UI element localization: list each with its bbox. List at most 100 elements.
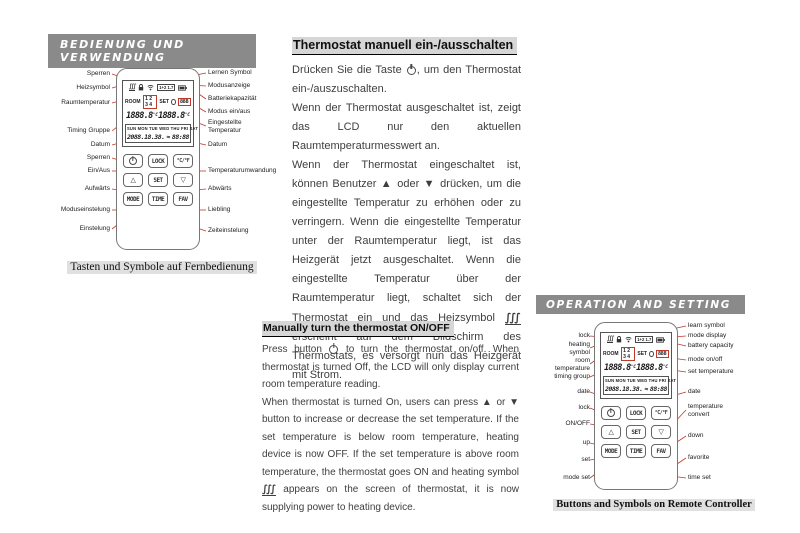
battery-icon: [656, 336, 666, 343]
lcd-weekdays: SUN MON TUE WED THU FRI SAT: [127, 126, 199, 131]
set-button: SET: [148, 173, 168, 187]
label-date-right: date: [688, 388, 701, 395]
lcd-time-separator: ≈: [644, 384, 649, 393]
english-title: Manually turn the thermostat ON/OFF: [262, 321, 454, 337]
lcd-time: 88:88: [649, 384, 668, 393]
lcd-weekdays: SUN MON TUE WED THU FRI SAT: [605, 378, 677, 383]
german-title: Thermostat manuell ein-/ausschalten: [292, 37, 518, 55]
battery-icon: [178, 84, 188, 91]
time-button: TIME: [626, 444, 646, 458]
remote-controller: ∫∫∫ 1+2 1.7 ROOM 1 2 3 4 SET 888 1888.8°…: [116, 68, 200, 250]
lcd-timing-groups: 1 2 3 4: [620, 346, 636, 361]
lock-button: LOCK: [148, 154, 168, 168]
label-down: down: [688, 432, 704, 439]
lock-button: LOCK: [626, 406, 646, 420]
heating-icon: ∫∫∫: [606, 335, 615, 343]
label-favorite: favorite: [688, 454, 710, 461]
temp-convert-button: °C/°F: [173, 154, 193, 168]
label-set-temperature: set temperature: [688, 368, 734, 375]
lcd-date: 2088.18.38.: [605, 384, 643, 393]
label-raumtemperatur: Raumtemperatur: [61, 99, 110, 106]
mode-button: MODE: [601, 444, 621, 458]
label-mode-set: mode set: [563, 474, 590, 481]
german-paragraph-2: Wenn der Thermostat ausgeschaltet ist, z…: [292, 102, 521, 152]
label-lock-1: lock: [578, 332, 590, 339]
power-button: [601, 406, 621, 420]
label-eingestellte-temperatur: Eingestellte Temperatur: [208, 119, 242, 134]
label-timing-gruppe: Timing Gruppe: [67, 127, 110, 134]
down-button: ▽: [173, 173, 193, 187]
signal-icon: [625, 337, 632, 343]
label-lock-2: lock: [578, 404, 590, 411]
power-button: [123, 154, 143, 168]
temp-convert-button: °C/°F: [651, 406, 671, 420]
label-abwaerts: Abwärts: [208, 185, 232, 192]
caption-german-diagram: Tasten und Symbole auf Fernbedienung: [42, 261, 282, 274]
label-learn-symbol: learn symbol: [688, 322, 725, 329]
label-einstelung: Einstelung: [79, 225, 110, 232]
label-sperren-2: Sperren: [86, 154, 110, 161]
label-zeiteinstelung: Zeiteinstelung: [208, 227, 249, 234]
lcd-date: 2088.18.38.: [127, 132, 165, 141]
label-battery-capacity: battery capacity: [688, 342, 734, 349]
fav-button: FAV: [173, 192, 193, 206]
english-paragraph-1: Press button to turn the thermostat on/o…: [262, 344, 519, 390]
label-up: up: [582, 439, 590, 446]
label-temperature-convert: temperature convert: [688, 403, 724, 418]
lcd-temp-unit: °C: [630, 364, 636, 370]
time-button: TIME: [148, 192, 168, 206]
section-header-bedienung: BEDIENUNG UND VERWENDUNG: [48, 34, 256, 68]
label-lernen-symbol: Lernen Symbol: [208, 69, 252, 76]
lcd-time: 88:88: [171, 132, 190, 141]
lcd-room-temp: 1888.8: [126, 110, 153, 121]
lcd-timing-groups: 1 2 3 4: [142, 94, 158, 109]
label-temperaturumwandung: Temperaturumwandung: [208, 167, 277, 174]
up-button: △: [601, 425, 621, 439]
lcd-date-block: SUN MON TUE WED THU FRI SAT 2088.18.38. …: [603, 375, 677, 395]
clock-icon: [171, 98, 176, 105]
heating-symbol-icon: ∫∫∫: [504, 311, 521, 325]
label-datum-rechts: Datum: [208, 141, 228, 148]
label-sperren-1: Sperren: [86, 70, 110, 77]
lcd-room-label: ROOM: [603, 350, 619, 357]
label-datum-links: Datum: [90, 141, 110, 148]
lcd-room-temp: 1888.8: [604, 362, 631, 373]
remote-diagram-english: lock heating symbol room temperature tim…: [536, 318, 772, 498]
section-header-operation: OPERATION AND SETTING: [536, 295, 745, 314]
down-button: ▽: [651, 425, 671, 439]
power-icon: [329, 344, 339, 354]
clock-icon: [649, 350, 654, 357]
mode-display-box: 1+2 1.7: [635, 335, 654, 344]
caption-english-diagram: Buttons and Symbols on Remote Controller: [536, 499, 772, 511]
label-time-set: time set: [688, 474, 711, 481]
remote-controller: ∫∫∫ 1+2 1.7 ROOM 1 2 3 4 SET 888 1888.8°…: [594, 322, 678, 490]
lcd-time-separator: ≈: [166, 132, 171, 141]
up-button: △: [123, 173, 143, 187]
power-icon: [607, 409, 615, 417]
power-icon: [406, 65, 416, 75]
mode-display-box: 1+2 1.7: [157, 83, 176, 92]
label-heizsymbol: Heizsymbol: [76, 84, 110, 91]
label-modus-ein-aus: Modus ein/aus: [208, 108, 251, 115]
lcd-room-label: ROOM: [125, 98, 141, 105]
lcd-set-temp: 1888.8: [636, 362, 663, 373]
label-heating-symbol: heating symbol: [568, 341, 590, 356]
fav-button: FAV: [651, 444, 671, 458]
lcd-mode-value: 888: [177, 97, 191, 106]
label-moduseinstelung: Moduseinstelung: [60, 206, 110, 213]
lcd-temp-unit: °C: [184, 112, 190, 118]
lcd-set-temp: 1888.8: [158, 110, 185, 121]
german-paragraph-1: Drücken Sie die Taste , um den Thermosta…: [292, 64, 521, 95]
lcd-set-label: SET: [637, 350, 648, 357]
label-modusanzeige: Modusanzeige: [208, 82, 251, 89]
label-ein-aus: Ein/Aus: [87, 167, 110, 174]
label-room-temperature: room temperature: [554, 357, 590, 372]
label-timing-group: timing group: [554, 373, 590, 380]
label-mode-on-off: mode on/off: [688, 356, 723, 363]
lock-icon: [138, 84, 144, 91]
mode-button: MODE: [123, 192, 143, 206]
power-icon: [129, 157, 137, 165]
lock-icon: [616, 336, 622, 343]
label-batteriekapazitaet: Batteriekapazität: [208, 95, 257, 102]
label-liebling: Liebling: [208, 206, 231, 213]
